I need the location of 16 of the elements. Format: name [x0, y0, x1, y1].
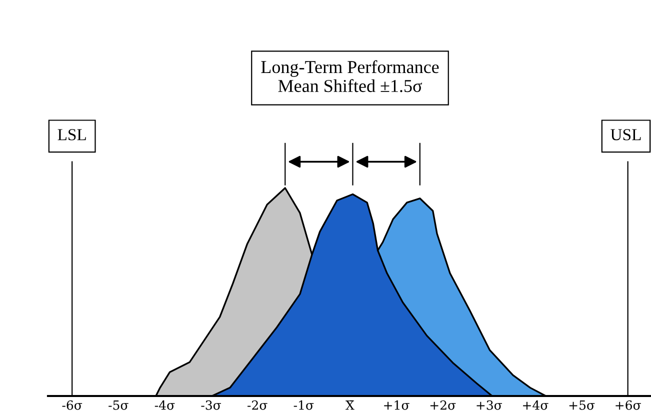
x-tick-label: +4σ — [523, 400, 548, 410]
x-tick-label: -6σ — [62, 400, 82, 410]
x-tick-label: -3σ — [201, 400, 222, 410]
ref-line-label: LSL — [58, 129, 86, 140]
ref-line-label: USL — [610, 129, 641, 140]
x-tick-label: -5σ — [108, 400, 128, 410]
x-tick-label: +3σ — [476, 400, 502, 410]
chart-title: Long-Term Performance Mean Shifted ±1.5σ — [261, 60, 439, 92]
x-tick-label: X̄ — [346, 400, 354, 410]
x-tick-label: +1σ — [384, 400, 410, 410]
x-tick-label: +2σ — [430, 400, 456, 410]
x-tick-label: +5σ — [569, 400, 595, 410]
x-tick-label: -2σ — [248, 400, 268, 410]
x-tick-label: +6σ — [616, 400, 641, 410]
x-tick-label: -1σ — [294, 400, 314, 410]
x-tick-label: -4σ — [154, 400, 175, 410]
